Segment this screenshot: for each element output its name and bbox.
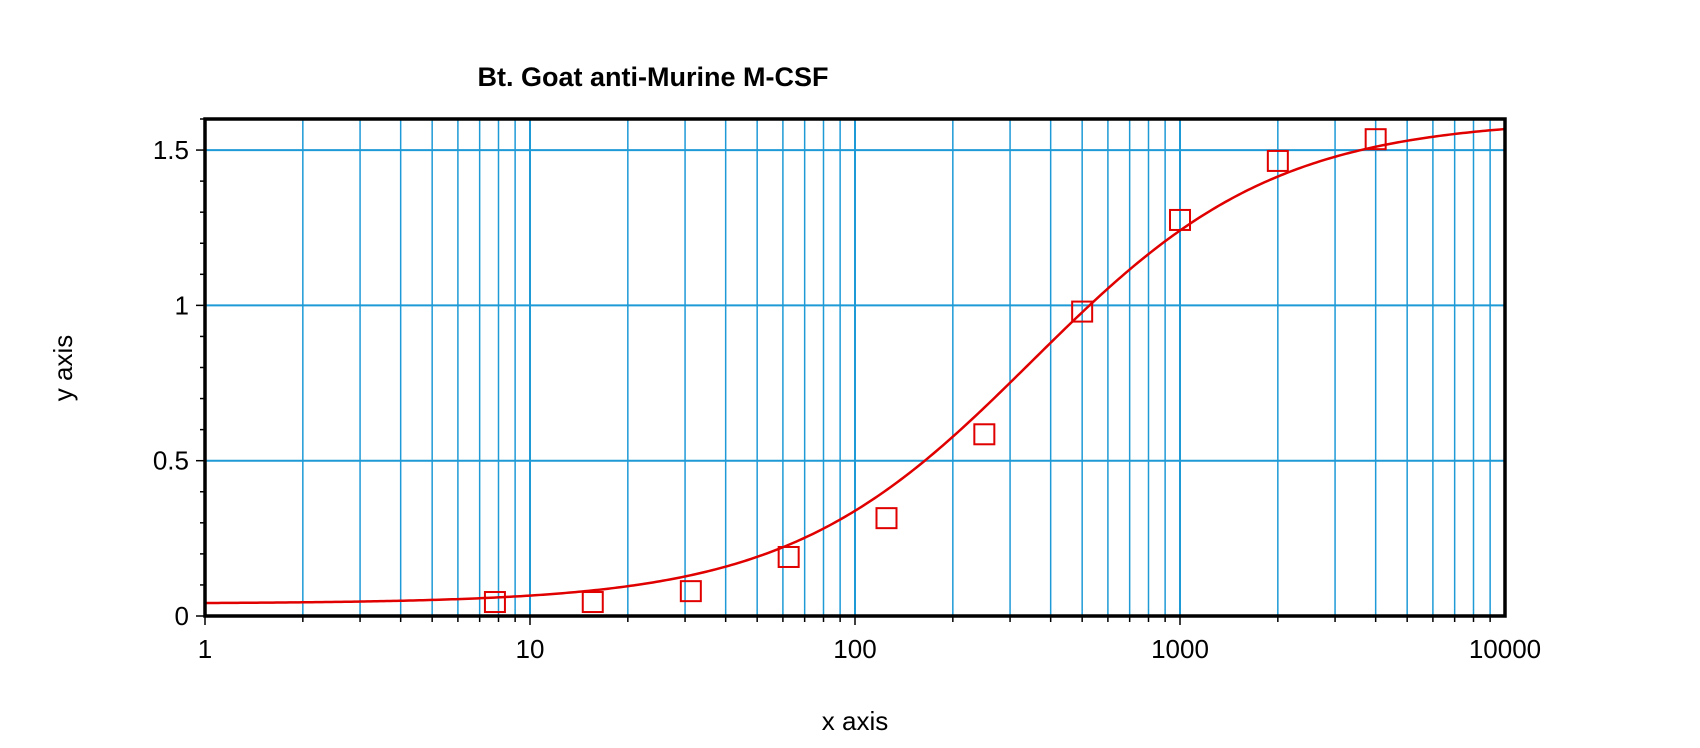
y-axis-label: y axis — [48, 335, 78, 401]
data-point — [777, 545, 800, 568]
y-tick-label: 1.5 — [153, 135, 189, 165]
y-tick-label: 0 — [175, 601, 189, 631]
x-tick-labels: 1 10 100 1000 10000 — [198, 634, 1541, 664]
chart-title: Bt. Goat anti-Murine M-CSF — [478, 62, 829, 92]
data-point — [1364, 128, 1387, 151]
data-point — [1266, 149, 1289, 172]
plot-frame — [203, 117, 1507, 618]
x-tick-label: 10000 — [1469, 634, 1541, 664]
x-axis-label: x axis — [822, 706, 888, 736]
data-point — [581, 591, 604, 614]
y-tick-label: 0.5 — [153, 446, 189, 476]
grid-lines — [205, 119, 1505, 616]
y-tick-labels: 0 0.5 1 1.5 — [153, 135, 189, 631]
x-tick-label: 1 — [198, 634, 212, 664]
data-point — [679, 580, 702, 603]
x-tick-label: 100 — [833, 634, 876, 664]
axis-ticks — [196, 118, 1491, 625]
x-tick-label: 10 — [516, 634, 545, 664]
fit-curve — [204, 127, 1506, 605]
x-tick-label: 1000 — [1151, 634, 1209, 664]
data-point — [973, 423, 996, 446]
data-point — [1071, 300, 1094, 323]
data-point — [483, 591, 506, 614]
data-point — [1169, 208, 1191, 231]
y-tick-label: 1 — [175, 290, 189, 320]
data-point — [875, 507, 898, 530]
data-points — [483, 128, 1387, 614]
